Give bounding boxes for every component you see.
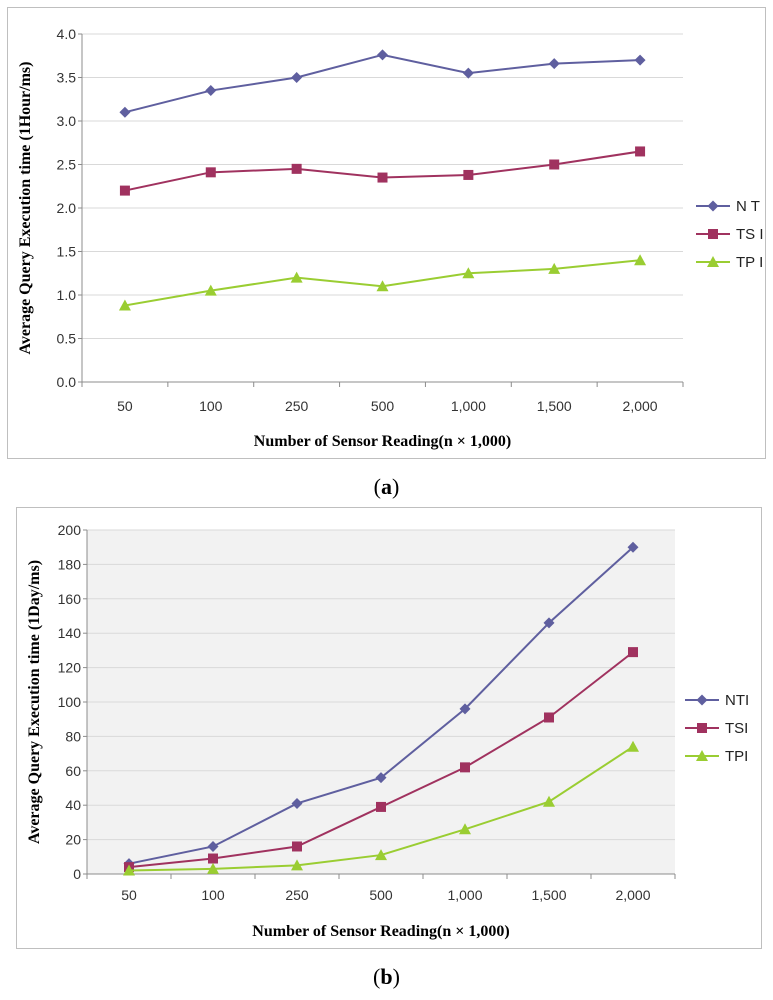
x-tick-label: 100 — [199, 398, 223, 414]
data-point-tsi — [544, 712, 554, 723]
chart-a: 0.0 0.5 1.0 1.5 2.0 2.5 3.0 3.5 4.0 50 100 250 500 1,… — [17, 26, 768, 450]
data-point-nti — [634, 54, 646, 66]
data-point-tsi — [292, 841, 302, 852]
data-point-tpi — [207, 862, 219, 874]
y-tick-label: 20 — [65, 832, 81, 848]
y-tick-label: 0 — [73, 866, 81, 882]
y-tick-label: 40 — [65, 797, 81, 813]
legend-label: TSI — [725, 720, 748, 737]
data-point-tpi — [290, 271, 303, 283]
legend-label: TPI — [725, 748, 748, 765]
legend-marker — [708, 229, 718, 239]
data-point-tpi — [123, 864, 135, 876]
x-tick-label: 500 — [369, 887, 393, 903]
legend-label: TP I — [736, 254, 763, 271]
y-tick-label: 0.0 — [57, 374, 77, 390]
y-tick-label: 80 — [65, 728, 81, 744]
caption-a: (a) — [373, 474, 400, 499]
y-tick-label: 160 — [58, 591, 82, 607]
data-point-nti — [627, 541, 639, 553]
x-tick-label: 1,000 — [447, 887, 482, 903]
data-point-tpi — [118, 299, 131, 311]
data-point-nti — [462, 67, 474, 79]
y-tick-label: 60 — [65, 763, 81, 779]
data-point-tsi — [119, 185, 130, 196]
x-tick-label: 50 — [121, 887, 137, 903]
data-point-nti — [207, 840, 219, 852]
chart-panel-b: 0 20 40 60 80 100 120 140 160 180 200 50 100 250 500 1,… — [16, 507, 762, 949]
chart-b: 0 20 40 60 80 100 120 140 160 180 200 50 100 250 500 1,… — [26, 522, 749, 940]
y-tick-label: 140 — [58, 625, 82, 641]
data-point-tsi — [291, 163, 302, 174]
data-point-nti — [291, 72, 303, 83]
x-tick-label: 2,000 — [615, 887, 650, 903]
data-point-tsi — [460, 762, 470, 773]
y-tick-label: 3.0 — [57, 113, 77, 129]
legend-marker — [707, 200, 719, 212]
data-point-tsi — [628, 647, 638, 658]
data-point-tsi — [635, 146, 646, 157]
data-point-nti — [548, 58, 560, 70]
data-point-tpi — [459, 823, 471, 835]
x-tick-label: 2,000 — [623, 398, 658, 414]
x-tick-label: 500 — [371, 398, 395, 414]
data-point-tsi — [208, 853, 218, 864]
x-tick-label: 1,000 — [451, 398, 486, 414]
legend-label: N T I — [736, 198, 765, 215]
data-point-tsi — [377, 172, 388, 183]
data-point-tpi — [376, 280, 389, 292]
data-point-tsi — [549, 159, 560, 170]
data-point-tpi — [204, 284, 217, 296]
data-point-nti — [377, 49, 388, 61]
y-tick-label: 200 — [58, 522, 82, 538]
legend-label: TS I — [736, 226, 764, 243]
x-tick-label: 1,500 — [531, 887, 566, 903]
data-point-tsi — [463, 169, 474, 180]
data-point-tpi — [627, 740, 639, 752]
y-axis-title: Average Query Execution time (1Hour/ms) — [17, 62, 34, 355]
caption-b: (b) — [373, 964, 400, 989]
legend-marker — [697, 723, 707, 733]
y-tick-label: 3.5 — [57, 70, 77, 86]
legend-marker — [696, 750, 708, 761]
x-tick-label: 250 — [285, 887, 309, 903]
y-axis-title: Average Query Execution time (1Day/ms) — [26, 560, 43, 844]
data-point-tsi — [205, 167, 216, 178]
data-point-nti — [459, 703, 471, 715]
y-tick-label: 4.0 — [57, 26, 77, 42]
y-tick-label: 1.0 — [57, 287, 77, 303]
x-axis-title: Number of Sensor Reading(n × 1,000) — [252, 923, 509, 940]
data-point-tpi — [291, 859, 303, 871]
y-tick-label: 2.5 — [57, 157, 77, 173]
data-point-tpi — [462, 267, 475, 279]
y-tick-label: 2.0 — [57, 200, 77, 216]
chart-panel-a: 0.0 0.5 1.0 1.5 2.0 2.5 3.0 3.5 4.0 50 100 250 500 1,… — [7, 7, 768, 459]
data-point-tpi — [634, 254, 647, 266]
data-point-tpi — [543, 795, 555, 807]
data-point-nti — [205, 85, 217, 97]
y-tick-label: 180 — [58, 556, 82, 572]
data-point-tpi — [548, 262, 561, 274]
legend-label: NTI — [725, 692, 749, 709]
data-point-nti — [543, 617, 555, 629]
legend-marker — [707, 256, 719, 267]
data-point-nti — [375, 772, 387, 784]
data-point-tsi — [376, 801, 386, 812]
x-axis-title: Number of Sensor Reading(n × 1,000) — [254, 433, 511, 450]
x-tick-label: 1,500 — [537, 398, 572, 414]
y-tick-label: 0.5 — [57, 331, 77, 347]
x-tick-label: 100 — [201, 887, 225, 903]
x-tick-label: 250 — [285, 398, 309, 414]
y-tick-label: 1.5 — [57, 244, 77, 260]
data-point-nti — [291, 797, 303, 809]
data-point-tpi — [375, 849, 387, 861]
x-tick-label: 50 — [117, 398, 133, 414]
y-tick-label: 100 — [58, 694, 82, 710]
data-point-nti — [119, 106, 131, 118]
legend-marker — [696, 694, 708, 706]
y-tick-label: 120 — [58, 660, 82, 676]
